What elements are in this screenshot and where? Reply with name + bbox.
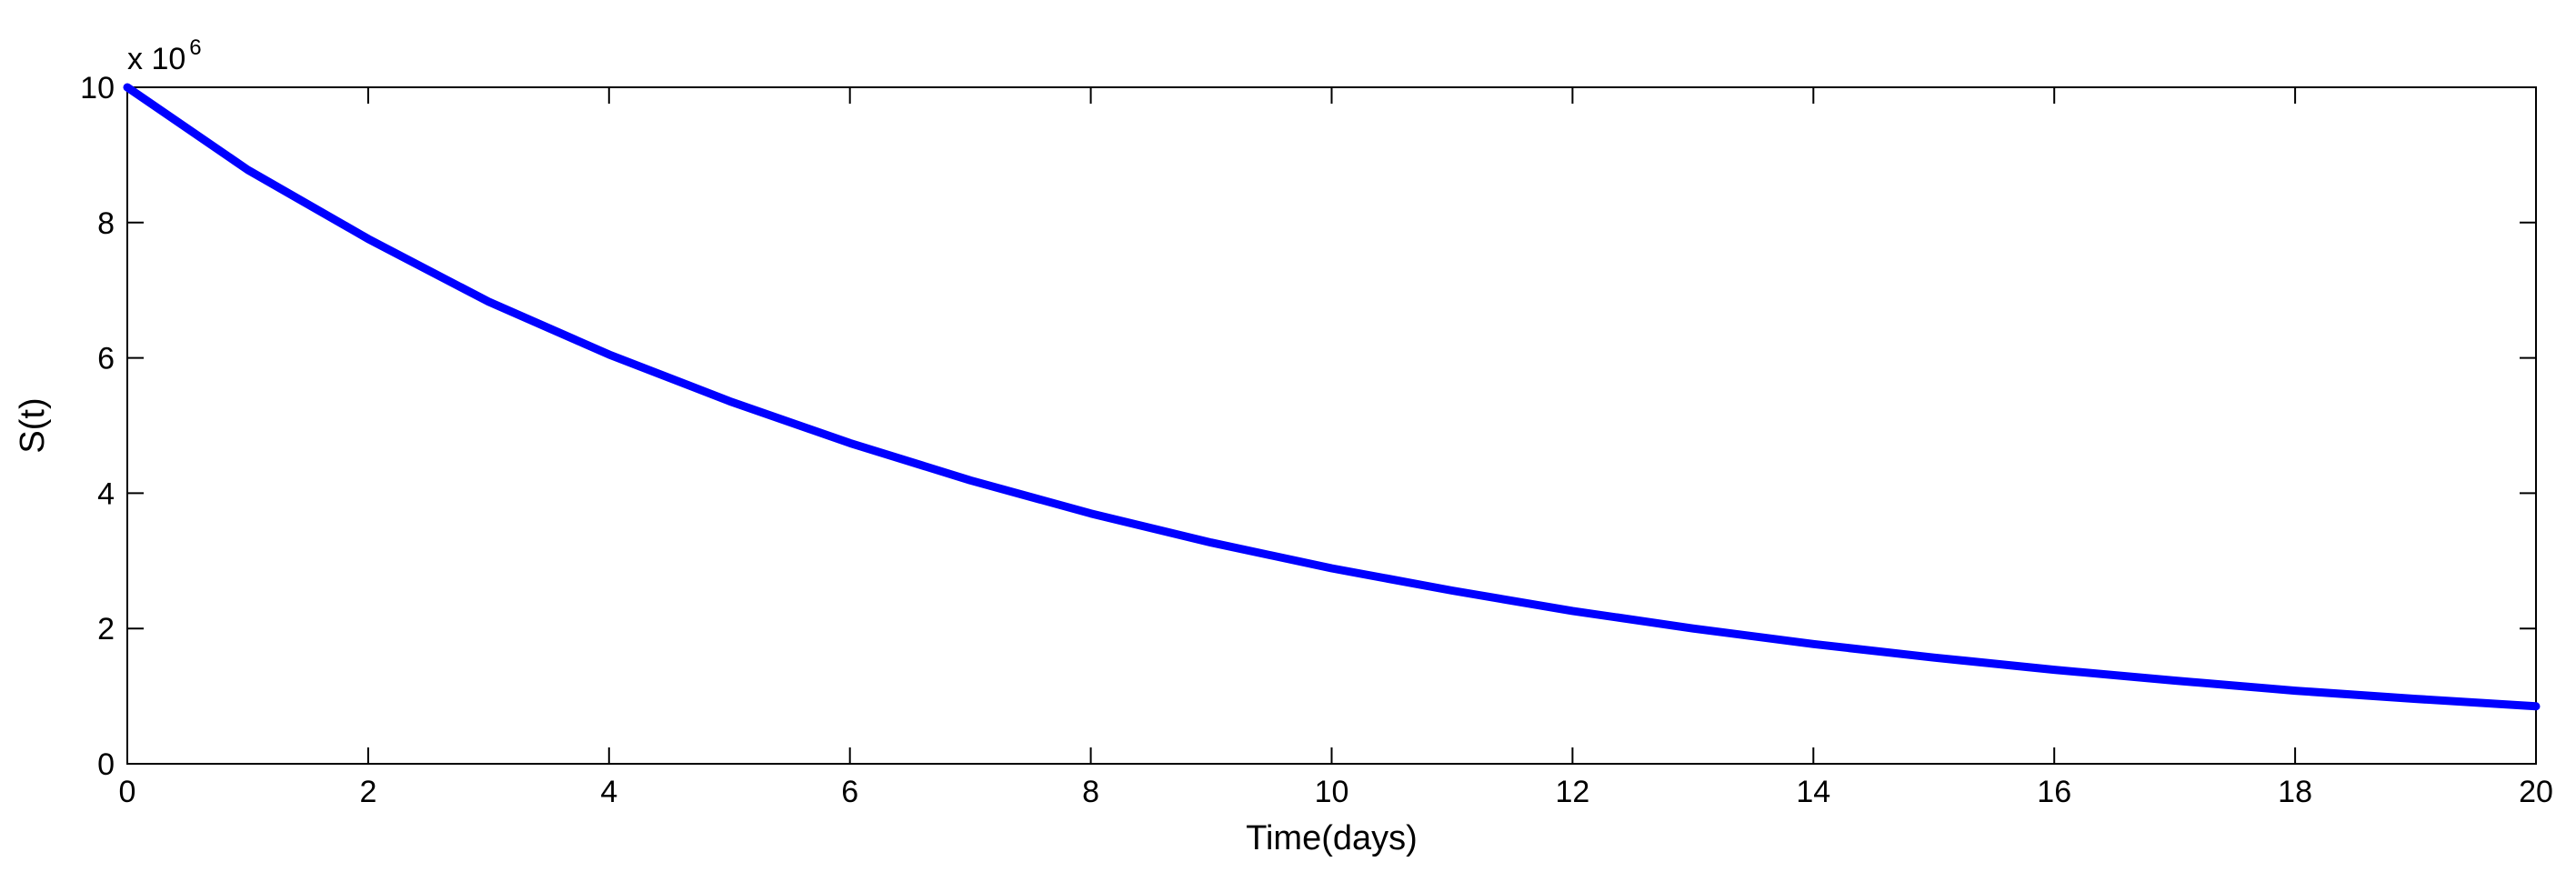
x-tick-label: 2 bbox=[359, 775, 376, 809]
x-tick-label: 18 bbox=[2278, 775, 2312, 809]
x-tick-label: 20 bbox=[2519, 775, 2553, 809]
series-line bbox=[123, 83, 2541, 711]
ticks-layer: 0 2 4 6 8 10 12 14 16 18 20 0 2 4 6 8 10 bbox=[80, 71, 2553, 809]
y-axis-label: S(t) bbox=[14, 397, 52, 453]
y-exponent-base: x 10 bbox=[127, 42, 185, 76]
y-tick-label: 2 bbox=[97, 612, 115, 646]
y-tick-label: 10 bbox=[80, 71, 115, 105]
x-tick-label: 6 bbox=[841, 775, 858, 809]
y-tick-label: 6 bbox=[97, 342, 115, 376]
x-tick-label: 12 bbox=[1555, 775, 1589, 809]
x-tick-label: 10 bbox=[1315, 775, 1349, 809]
y-exponent-label: x 10 6 bbox=[127, 35, 202, 76]
plot-frame bbox=[126, 86, 2537, 765]
y-tick-label: 8 bbox=[97, 206, 115, 241]
x-tick-label: 16 bbox=[2037, 775, 2071, 809]
x-tick-label: 0 bbox=[119, 775, 136, 809]
x-tick-label: 8 bbox=[1082, 775, 1099, 809]
y-tick-label: 4 bbox=[97, 476, 115, 511]
x-tick-label: 4 bbox=[600, 775, 617, 809]
x-axis-label: Time(days) bbox=[1246, 819, 1418, 857]
y-exponent-power: 6 bbox=[189, 35, 201, 60]
x-tick-label: 14 bbox=[1796, 775, 1830, 809]
y-tick-label: 0 bbox=[97, 747, 115, 782]
